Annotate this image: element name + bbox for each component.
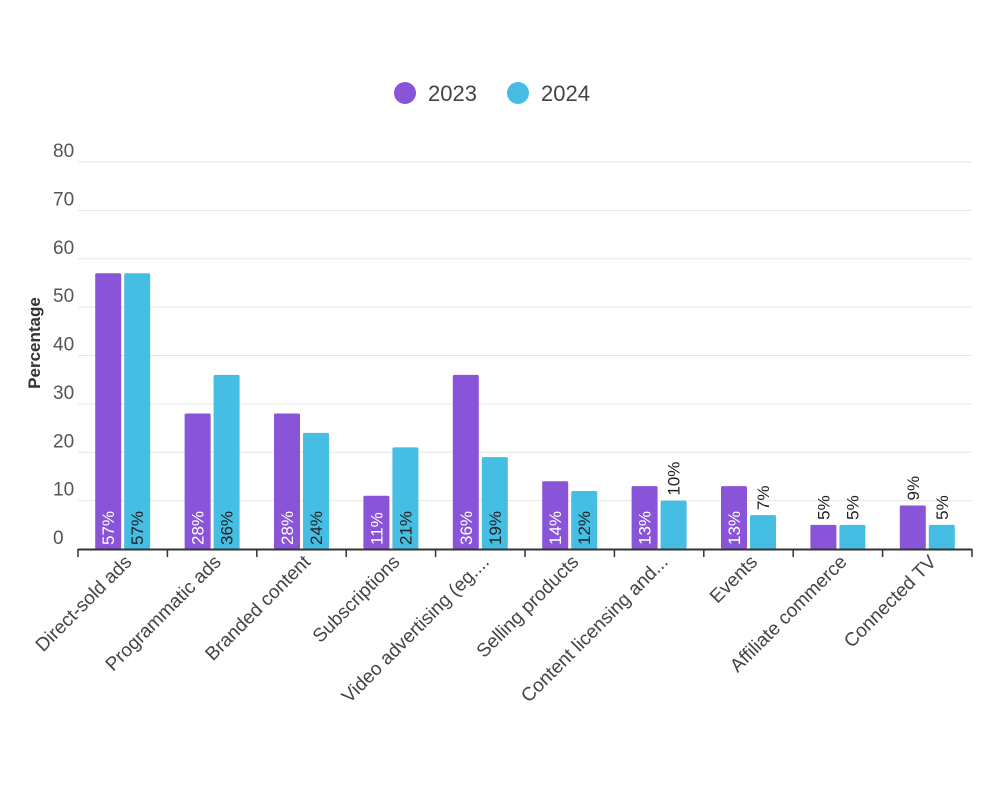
y-tick-label: 50 xyxy=(53,286,74,307)
data-label: 13% xyxy=(725,511,744,545)
bar-2023 xyxy=(184,413,211,549)
data-label: 7% xyxy=(754,486,773,511)
bar-2024 xyxy=(392,447,419,549)
bar-2023 xyxy=(810,524,837,549)
grid-lines xyxy=(78,161,972,502)
x-tick-label: Connected TV xyxy=(840,551,941,652)
data-label: 14% xyxy=(546,511,565,545)
y-tick-label: 0 xyxy=(53,528,64,549)
data-label: 5% xyxy=(843,495,862,520)
data-label: 21% xyxy=(396,511,415,545)
bar-2023 xyxy=(363,495,390,549)
bar-2024 xyxy=(213,374,240,549)
bar-2023 xyxy=(95,273,122,549)
data-label: 11% xyxy=(367,512,386,545)
bar-2024 xyxy=(839,524,866,549)
bar-2024 xyxy=(928,524,955,549)
y-tick-label: 10 xyxy=(53,480,74,501)
bar-2023 xyxy=(631,486,658,549)
bar-2024 xyxy=(124,273,151,549)
y-tick-label: 20 xyxy=(53,431,74,452)
x-tick-label: Content licensing and... xyxy=(517,552,672,707)
y-axis-label: Percentage xyxy=(25,297,44,389)
data-label: 28% xyxy=(278,511,297,545)
data-label: 10% xyxy=(665,462,684,496)
bar-2023 xyxy=(452,374,479,549)
y-tick-label: 40 xyxy=(53,335,74,356)
data-label: 13% xyxy=(636,511,655,545)
data-label: 9% xyxy=(904,476,923,501)
y-tick-label: 80 xyxy=(53,141,74,162)
y-tick-label: 60 xyxy=(53,238,74,259)
data-label: 5% xyxy=(814,495,833,520)
legend-swatch-2024 xyxy=(507,82,529,104)
legend-label-2023: 2023 xyxy=(428,81,477,106)
data-label: 24% xyxy=(307,511,326,545)
y-tick-label: 70 xyxy=(53,189,74,210)
legend: 2023 2024 xyxy=(394,81,590,106)
y-tick-label: 30 xyxy=(53,383,74,404)
data-label: 36% xyxy=(457,511,476,545)
bar-2023 xyxy=(721,486,747,549)
data-label: 57% xyxy=(99,511,118,545)
bar-2023 xyxy=(899,505,926,549)
x-tick-label: Direct-sold ads xyxy=(32,552,136,656)
data-label: 36% xyxy=(218,511,237,545)
x-tick-label: Subscriptions xyxy=(309,552,405,648)
x-tick-label: Video advertising (eg.... xyxy=(338,552,494,708)
bars: 57% 57% 28% 36% 28% 24% 11% 21% 36% 19% 14% 12% 13% 1… xyxy=(95,273,955,549)
data-label: 28% xyxy=(189,511,208,545)
bar-2024 xyxy=(481,457,508,549)
data-label: 19% xyxy=(486,511,505,545)
legend-swatch-2023 xyxy=(394,82,416,104)
data-label: 12% xyxy=(575,511,594,545)
y-axis: 0 10 20 30 40 50 60 70 80 xyxy=(53,141,74,549)
bar-2023 xyxy=(542,481,569,549)
data-label: 57% xyxy=(128,511,147,545)
x-tick-label: Events xyxy=(706,552,762,608)
bar-2024 xyxy=(750,515,776,549)
bar-2024 xyxy=(303,432,329,549)
data-label: 5% xyxy=(933,495,952,520)
legend-label-2024: 2024 xyxy=(541,81,590,106)
bar-2024 xyxy=(571,490,598,549)
bar-2023 xyxy=(274,413,300,549)
bar-2024 xyxy=(660,500,687,549)
